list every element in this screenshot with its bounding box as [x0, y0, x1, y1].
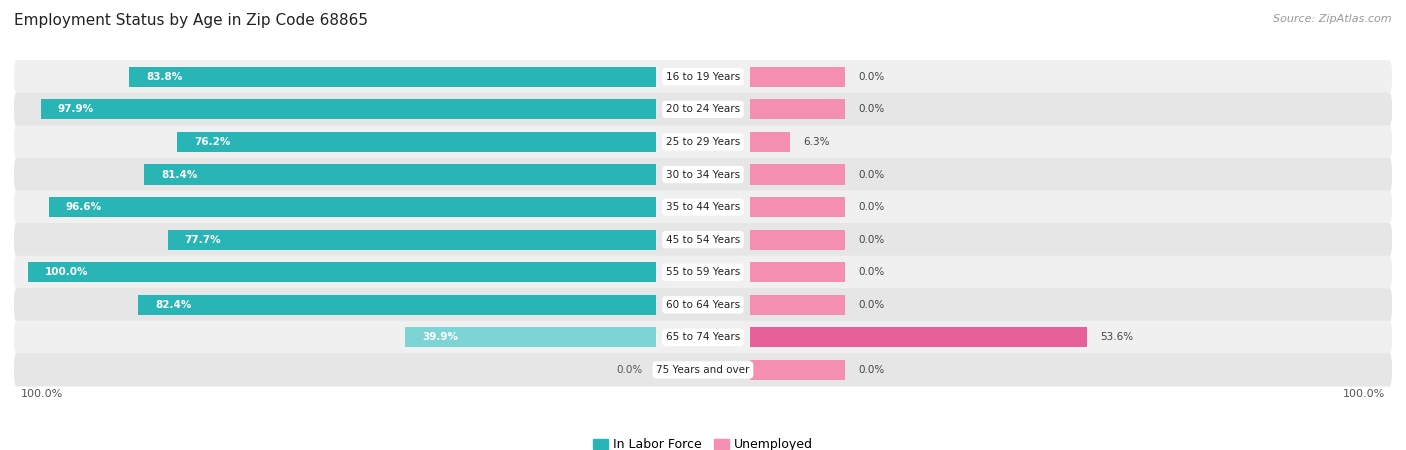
Text: 0.0%: 0.0%	[858, 267, 884, 277]
Bar	[751, 164, 845, 184]
Text: 0.0%: 0.0%	[858, 170, 884, 180]
Bar	[751, 99, 845, 119]
Bar	[751, 295, 845, 315]
Text: 39.9%: 39.9%	[422, 333, 458, 342]
Text: 60 to 64 Years: 60 to 64 Years	[666, 300, 740, 310]
Text: 83.8%: 83.8%	[146, 72, 183, 82]
Text: 82.4%: 82.4%	[155, 300, 191, 310]
Text: 53.6%: 53.6%	[1101, 333, 1133, 342]
Text: 0.0%: 0.0%	[858, 104, 884, 114]
Bar	[751, 327, 1087, 347]
Bar	[129, 67, 655, 87]
FancyBboxPatch shape	[14, 158, 1392, 191]
Text: 55 to 59 Years: 55 to 59 Years	[666, 267, 740, 277]
Text: 96.6%: 96.6%	[66, 202, 103, 212]
Text: 25 to 29 Years: 25 to 29 Years	[666, 137, 740, 147]
Text: 30 to 34 Years: 30 to 34 Years	[666, 170, 740, 180]
Text: 75 Years and over: 75 Years and over	[657, 365, 749, 375]
FancyBboxPatch shape	[14, 60, 1392, 94]
Text: Source: ZipAtlas.com: Source: ZipAtlas.com	[1274, 14, 1392, 23]
Text: 6.3%: 6.3%	[803, 137, 830, 147]
FancyBboxPatch shape	[14, 190, 1392, 224]
Bar	[41, 99, 655, 119]
Text: 16 to 19 Years: 16 to 19 Years	[666, 72, 740, 82]
Text: 77.7%: 77.7%	[184, 234, 221, 245]
Text: 0.0%: 0.0%	[616, 365, 643, 375]
Bar	[138, 295, 655, 315]
Text: 35 to 44 Years: 35 to 44 Years	[666, 202, 740, 212]
Bar	[751, 262, 845, 282]
Text: 0.0%: 0.0%	[858, 202, 884, 212]
Text: Employment Status by Age in Zip Code 68865: Employment Status by Age in Zip Code 688…	[14, 14, 368, 28]
Bar	[751, 67, 845, 87]
Text: 20 to 24 Years: 20 to 24 Years	[666, 104, 740, 114]
Bar	[751, 230, 845, 250]
Text: 0.0%: 0.0%	[858, 300, 884, 310]
FancyBboxPatch shape	[14, 321, 1392, 354]
Text: 100.0%: 100.0%	[45, 267, 89, 277]
Bar	[751, 132, 790, 152]
Text: 100.0%: 100.0%	[1343, 389, 1385, 399]
Text: 65 to 74 Years: 65 to 74 Years	[666, 333, 740, 342]
Text: 81.4%: 81.4%	[162, 170, 198, 180]
FancyBboxPatch shape	[14, 288, 1392, 321]
FancyBboxPatch shape	[14, 126, 1392, 158]
Bar	[751, 360, 845, 380]
Bar	[405, 327, 655, 347]
Bar	[49, 197, 655, 217]
Text: 0.0%: 0.0%	[858, 234, 884, 245]
Bar	[167, 230, 655, 250]
Text: 0.0%: 0.0%	[858, 72, 884, 82]
Text: 45 to 54 Years: 45 to 54 Years	[666, 234, 740, 245]
Bar	[751, 197, 845, 217]
Text: 0.0%: 0.0%	[858, 365, 884, 375]
Bar	[177, 132, 655, 152]
Text: 76.2%: 76.2%	[194, 137, 231, 147]
Legend: In Labor Force, Unemployed: In Labor Force, Unemployed	[593, 438, 813, 450]
FancyBboxPatch shape	[14, 93, 1392, 126]
Bar	[145, 164, 655, 184]
FancyBboxPatch shape	[14, 353, 1392, 387]
Text: 97.9%: 97.9%	[58, 104, 94, 114]
FancyBboxPatch shape	[14, 256, 1392, 289]
Bar	[28, 262, 655, 282]
FancyBboxPatch shape	[14, 223, 1392, 256]
Text: 100.0%: 100.0%	[21, 389, 63, 399]
